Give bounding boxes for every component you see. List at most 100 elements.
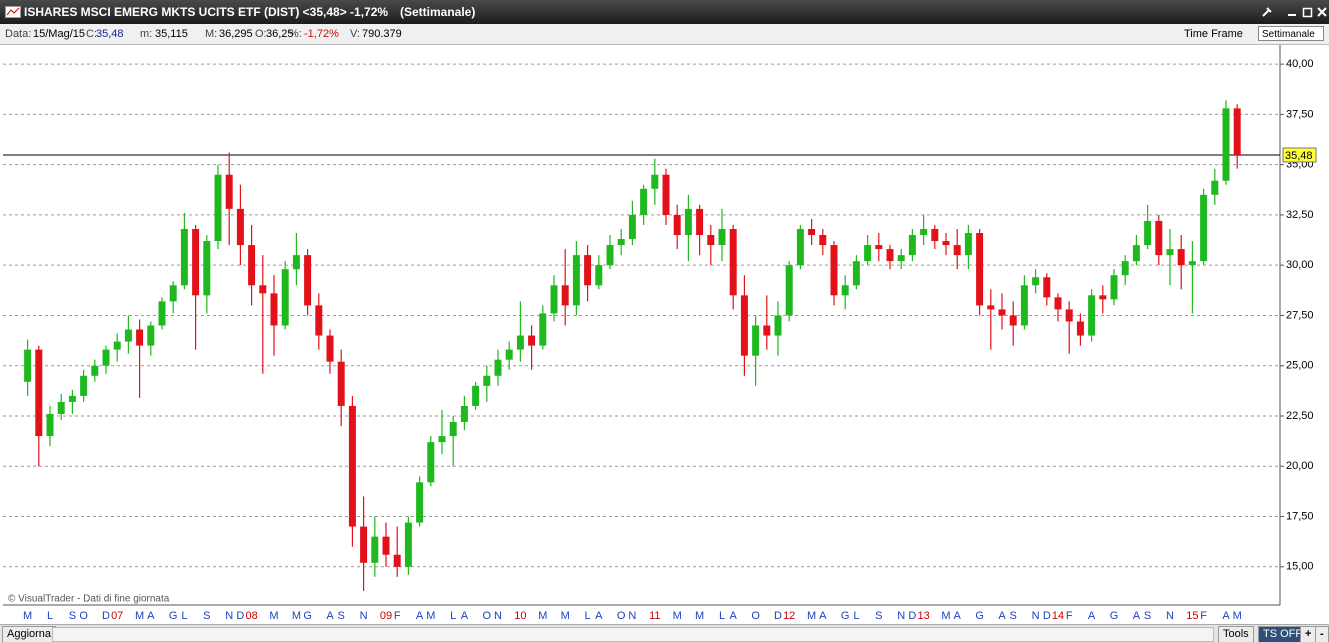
y-tick-label: 37,50 [1286, 108, 1314, 120]
candle-body [80, 375, 88, 396]
x-tick-label: N [225, 610, 233, 622]
candle-body [550, 285, 558, 314]
candle-body [248, 245, 256, 286]
zoom-in-button[interactable]: + [1300, 626, 1317, 642]
candle-body [651, 174, 659, 189]
x-tick-label: 07 [111, 610, 123, 622]
candle-body [1222, 108, 1230, 181]
candle-body [360, 526, 368, 563]
candle-body [1076, 321, 1084, 336]
candle-body [203, 241, 211, 296]
x-tick-label: M [561, 610, 570, 622]
candle-body [718, 228, 726, 246]
candle-body [315, 305, 323, 336]
x-tick-label: L [585, 610, 591, 622]
info-label: C: [86, 28, 97, 40]
candle-body [180, 228, 188, 286]
ts-button[interactable]: TS OFF [1258, 626, 1308, 642]
candle-body [57, 401, 65, 414]
candle-body [539, 313, 547, 346]
x-tick-label: G [841, 610, 850, 622]
info-value: -1,72% [304, 28, 339, 40]
x-tick-label: 09 [380, 610, 392, 622]
candle-body [1188, 261, 1196, 266]
candle-body [1043, 277, 1051, 298]
candle-body [460, 405, 468, 423]
x-tick-label: M [695, 610, 704, 622]
x-tick-label: S [203, 610, 210, 622]
x-tick-label: D [236, 610, 244, 622]
x-tick-label: A [1133, 610, 1141, 622]
x-tick-label: A [954, 610, 962, 622]
y-tick-label: 15,00 [1286, 561, 1314, 573]
x-tick-label: S [1144, 610, 1151, 622]
timeframe-label: Time Frame [1184, 28, 1243, 40]
x-tick-label: O [751, 610, 760, 622]
candle-body [416, 482, 424, 523]
x-tick-label: L [450, 610, 456, 622]
x-tick-label: L [719, 610, 725, 622]
candle-body [864, 245, 872, 262]
x-tick-label: A [1088, 610, 1096, 622]
y-tick-label: 20,00 [1286, 460, 1314, 472]
x-tick-label: M [1233, 610, 1242, 622]
candle-body [662, 174, 670, 215]
candle-body [1211, 180, 1219, 195]
x-tick-label: G [975, 610, 984, 622]
x-tick-label: O [79, 610, 88, 622]
x-tick-label: O [483, 610, 492, 622]
refresh-button[interactable]: Aggiorna [2, 626, 57, 642]
candle-body [752, 325, 760, 356]
timeframe-dropdown[interactable]: Settimanale [1258, 26, 1324, 41]
candle-body [516, 335, 524, 350]
candle-body [214, 174, 222, 242]
y-tick-label: 30,00 [1286, 259, 1314, 271]
candle-body [920, 228, 928, 236]
x-tick-label: 14 [1052, 610, 1064, 622]
candle-body [304, 255, 312, 306]
candle-body [136, 329, 144, 346]
x-tick-label: S [69, 610, 76, 622]
x-tick-label: N [494, 610, 502, 622]
candle-body [763, 325, 771, 336]
y-tick-label: 17,50 [1286, 510, 1314, 522]
candle-body [35, 349, 43, 437]
x-tick-label: M [426, 610, 435, 622]
x-tick-label: S [338, 610, 345, 622]
candle-body [528, 335, 536, 346]
candle-body [1110, 275, 1118, 300]
candle-body [796, 228, 804, 266]
x-tick-label: 15 [1186, 610, 1198, 622]
x-tick-label: D [1043, 610, 1051, 622]
x-tick-label: A [595, 610, 603, 622]
info-label: %: [289, 28, 302, 40]
info-label: O: [255, 28, 267, 40]
candle-body [808, 228, 816, 236]
candle-body [169, 285, 177, 302]
zoom-out-button[interactable]: - [1315, 626, 1329, 642]
candle-body [1020, 285, 1028, 326]
candle-body [393, 554, 401, 567]
x-tick-label: N [360, 610, 368, 622]
window-period: (Settimanale) [400, 5, 476, 19]
candle-body [102, 349, 110, 366]
window-buttons[interactable] [1258, 0, 1328, 24]
candle-body [998, 309, 1006, 316]
candle-body [830, 245, 838, 296]
y-tick-label: 25,00 [1286, 360, 1314, 372]
x-tick-label: M [23, 610, 32, 622]
scrollbar[interactable] [52, 627, 1214, 642]
candle-body [1200, 194, 1208, 262]
x-tick-label: D [774, 610, 782, 622]
candle-body [236, 208, 244, 246]
info-value: 36,25 [266, 28, 294, 40]
info-value: 35,48 [96, 28, 124, 40]
candle-body [1032, 277, 1040, 286]
tools-button[interactable]: Tools [1218, 626, 1254, 642]
info-bar: Data: 15/Mag/15 C: 35,48 m: 35,115 M: 36… [0, 24, 1329, 45]
x-tick-label: 13 [917, 610, 929, 622]
candle-body [337, 361, 345, 406]
candle-body [91, 365, 99, 376]
candle-body [595, 265, 603, 286]
candle-body [124, 329, 132, 342]
